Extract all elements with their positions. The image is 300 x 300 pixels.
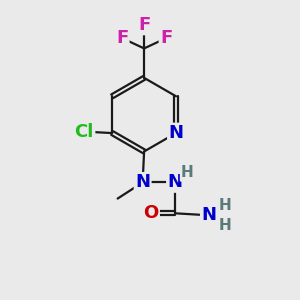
Text: N: N xyxy=(169,124,184,142)
Text: Cl: Cl xyxy=(75,123,94,141)
Text: H: H xyxy=(219,218,232,232)
Text: H: H xyxy=(219,198,232,213)
Text: N: N xyxy=(167,173,182,191)
Text: H: H xyxy=(181,166,194,181)
Text: N: N xyxy=(201,206,216,224)
Text: N: N xyxy=(135,173,150,191)
Text: F: F xyxy=(138,16,150,34)
Text: F: F xyxy=(160,29,172,47)
Text: O: O xyxy=(143,204,158,222)
Text: F: F xyxy=(116,29,128,47)
